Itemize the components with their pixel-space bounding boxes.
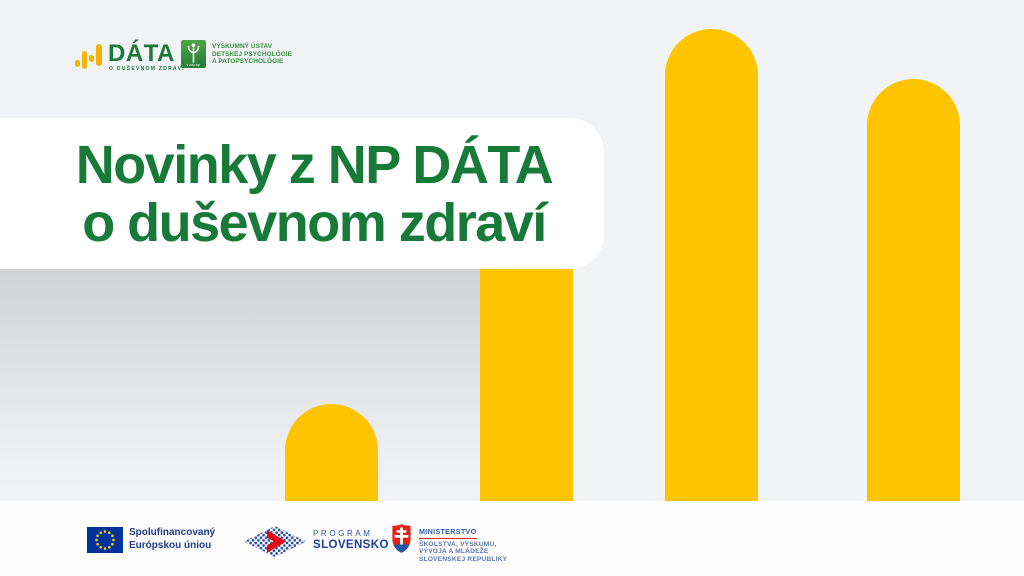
bar-chart-icon (75, 44, 104, 70)
data-logo: DÁTA O DUŠEVNOM ZDRAVÍ (75, 42, 185, 72)
title-panel: Novinky z NP DÁTA o duševnom zdraví (0, 118, 604, 269)
panel-shadow-gradient (0, 269, 480, 502)
program-label: PROGRAM (313, 529, 373, 538)
ministry-line: VÝVOJA A MLÁDEŽE (419, 548, 489, 556)
ministry-line: SLOVENSKEJ REPUBLIKY (419, 555, 508, 563)
slovensko-label: SLOVENSKO (313, 539, 389, 551)
data-logo-title: DÁTA (108, 40, 175, 67)
data-logo-text: DÁTA O DUŠEVNOM ZDRAVÍ (104, 40, 185, 73)
decorative-bar-tall (867, 79, 960, 502)
page-title-line1: Novinky z NP DÁTA (75, 134, 554, 195)
program-slovensko-text: PROGRAM SLOVENSKO (313, 529, 389, 551)
ministry-text: MINISTERSTVO ŠKOLSTVA, VÝSKUMU, VÝVOJA A… (419, 521, 507, 563)
data-logo-subtitle: O DUŠEVNOM ZDRAVÍ (109, 66, 185, 72)
dotted-diamond-arrow-icon (244, 526, 307, 563)
vudpap-line: VÝSKUMNÝ ÚSTAV (212, 43, 273, 50)
eu-cofunded-text: Spolufinancovaný Európskou úniou (129, 527, 215, 552)
tree-icon: vúdpap (181, 40, 206, 68)
decorative-bar-small (285, 404, 378, 502)
vudpap-mark-text: vúdpap (186, 63, 201, 67)
ministry-title: MINISTERSTVO (419, 527, 477, 539)
eu-cofunded-line2: Európskou úniou (129, 539, 212, 551)
bottom-strip (0, 501, 1024, 576)
eu-cofunded-line1: Spolufinancovaný (129, 527, 216, 538)
eu-flag-icon (87, 527, 123, 553)
ministry-line: ŠKOLSTVA, VÝSKUMU, (419, 541, 497, 548)
ministry-lines: ŠKOLSTVA, VÝSKUMU, VÝVOJA A MLÁDEŽE SLOV… (419, 541, 507, 563)
vudpap-text: VÝSKUMNÝ ÚSTAV DETSKEJ PSYCHOLÓGIE A PAT… (212, 43, 292, 66)
slovak-coat-of-arms-icon (390, 522, 413, 560)
page-title-line2: o duševnom zdraví (82, 192, 547, 253)
vudpap-line: DETSKEJ PSYCHOLÓGIE (212, 50, 293, 58)
vudpap-line: A PATOPSYCHOLÓGIE (212, 58, 284, 66)
vudpap-logo: vúdpap VÝSKUMNÝ ÚSTAV DETSKEJ PSYCHOLÓGI… (181, 40, 292, 68)
decorative-bar-tallest (665, 29, 758, 502)
